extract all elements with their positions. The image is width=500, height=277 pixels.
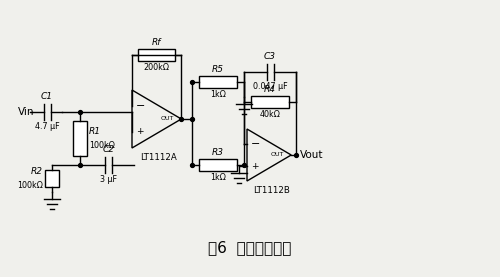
Text: 100kΩ: 100kΩ [17,181,43,191]
Text: R5: R5 [212,65,224,74]
Text: R2: R2 [31,166,43,176]
Text: 1kΩ: 1kΩ [210,90,226,99]
Text: −: − [136,101,145,111]
Text: 4.7 μF: 4.7 μF [34,122,59,131]
Text: C1: C1 [41,92,53,101]
Text: C2: C2 [102,145,115,154]
Text: LT1112A: LT1112A [140,153,177,162]
Text: −: − [251,138,260,148]
Text: Vout: Vout [300,150,324,160]
Text: 40kΩ: 40kΩ [260,110,280,119]
Text: Vin: Vin [18,107,34,117]
Text: R4: R4 [264,85,276,94]
Bar [199,76,237,88]
Bar [199,159,237,171]
Text: +: + [251,162,258,171]
Text: R1: R1 [89,127,101,135]
Text: 图6  电压放大电路: 图6 电压放大电路 [208,240,292,255]
Text: 200kΩ: 200kΩ [144,63,170,72]
Text: 100kΩ: 100kΩ [89,142,115,150]
Bar [45,170,59,188]
Bar [138,49,175,61]
Text: 1kΩ: 1kΩ [210,173,226,182]
Text: OUT: OUT [160,117,174,122]
Bar [251,96,290,108]
Text: OUT: OUT [270,153,284,158]
Bar [73,121,87,156]
Text: +: + [136,127,143,136]
Text: C3: C3 [264,52,276,61]
Text: 0.047 μF: 0.047 μF [253,82,288,91]
Text: LT1112B: LT1112B [252,186,290,195]
Text: 3 μF: 3 μF [100,175,117,184]
Text: R3: R3 [212,148,224,157]
Text: Rf: Rf [152,38,162,47]
